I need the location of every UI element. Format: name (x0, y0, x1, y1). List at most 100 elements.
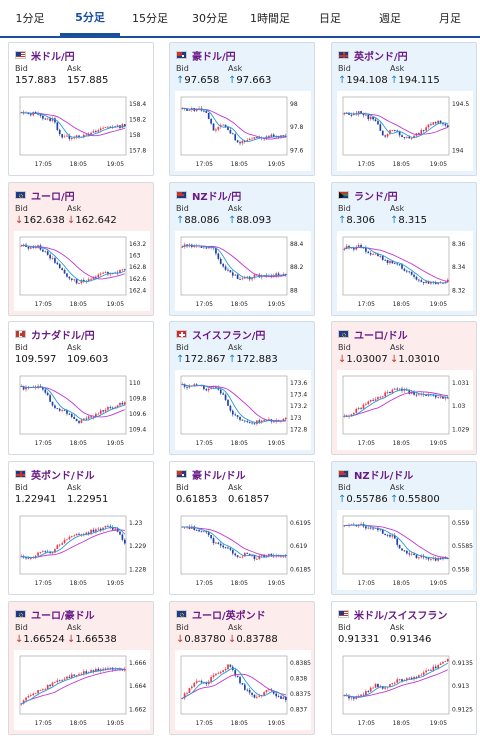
candle (34, 247, 37, 249)
candle (374, 683, 377, 688)
rate-card[interactable]: 英ポンド/円 Bid Ask ↑194.108 ↑194.115 194.5 194 17:0… (331, 42, 477, 176)
candle (27, 112, 30, 115)
pair-title[interactable]: ランド/円 (354, 191, 398, 203)
tab-1[interactable]: 5分足 (60, 0, 120, 36)
candle (350, 414, 353, 416)
rate-card[interactable]: NZドル/円 Bid Ask ↑88.086 ↑88.093 88.4 88.2 88 17:0… (169, 182, 315, 316)
candle (99, 128, 102, 131)
candle (186, 692, 188, 694)
ask-value: 0.61857 (228, 494, 270, 505)
candle (420, 280, 423, 282)
candle (70, 674, 73, 678)
bid-value: ↑97.658 (176, 75, 220, 86)
candle (85, 134, 88, 136)
trend-arrow-icon: ↓ (338, 354, 347, 365)
pair-title[interactable]: ユーロ/ドル (354, 330, 408, 342)
pair-title[interactable]: ユーロ/英ポンド (192, 610, 266, 622)
pair-title[interactable]: 英ポンド/ドル (31, 470, 95, 482)
y-tick-label: 0.913 (452, 683, 469, 690)
candle (78, 135, 80, 137)
ask-label: Ask (228, 483, 243, 492)
pair-title[interactable]: ユーロ/豪ドル (31, 610, 95, 622)
rate-card[interactable]: ランド/円 Bid Ask ↑8.306 ↑8.315 8.36 8.34 8.32 17:05… (331, 182, 477, 316)
candle (369, 253, 372, 255)
rate-card[interactable]: 豪ドル/円 Bid Ask ↑97.658 ↑97.663 98 97.8 97.6 17:05… (169, 42, 315, 176)
rate-card[interactable]: スイスフラン/円 Bid Ask ↑172.867 ↑172.883 173.6 173.4… (169, 321, 315, 455)
tab-3[interactable]: 30分足 (192, 12, 228, 25)
pair-title[interactable]: NZドル/ドル (354, 470, 414, 482)
ask-label: Ask (67, 483, 82, 492)
candlestick-chart: 1.23 1.229 1.228 17:05 18:05 19:05 (19, 515, 146, 587)
candle (92, 416, 95, 418)
candle (97, 274, 100, 278)
pair-title[interactable]: 英ポンド/円 (354, 51, 408, 63)
candle (90, 132, 92, 136)
pair-title[interactable]: カナダドル/円 (31, 330, 95, 342)
moving-average-short (182, 245, 286, 279)
ask-value: 0.91346 (390, 634, 432, 645)
trend-arrow-icon: ↑ (338, 494, 347, 505)
pair-title[interactable]: ユーロ/円 (31, 191, 75, 203)
candle (430, 124, 432, 126)
tab-0[interactable]: 1分足 (15, 12, 45, 25)
candle (97, 413, 100, 415)
candle (360, 245, 362, 248)
pair-title[interactable]: NZドル/円 (192, 191, 242, 203)
candle (444, 661, 447, 663)
candle (210, 677, 212, 682)
pair-title[interactable]: 豪ドル/円 (192, 51, 236, 63)
candle (90, 670, 92, 673)
rate-card[interactable]: 米ドル/円 Bid Ask 157.883 157.885 158.4 158.2 158 15… (8, 42, 154, 176)
tab-4[interactable]: 1時間足 (250, 12, 290, 25)
y-tick-label: 1.666 (129, 660, 146, 667)
rate-card[interactable]: NZドル/ドル Bid Ask ↑0.55786 ↑0.55800 0.559 0.5585… (331, 461, 477, 595)
pair-title[interactable]: スイスフラン/円 (192, 330, 266, 342)
y-tick-label: 173.4 (290, 392, 307, 399)
candle (114, 528, 117, 530)
candle (203, 110, 205, 112)
flag-icon (338, 51, 349, 59)
candle (107, 272, 109, 275)
pair-title[interactable]: 豪ドル/ドル (192, 470, 246, 482)
rate-card[interactable]: ユーロ/英ポンド Bid Ask ↓0.83780 ↓0.83788 0.8385 0.83… (169, 601, 315, 735)
candle (42, 551, 44, 553)
rate-card[interactable]: 豪ドル/ドル Bid Ask 0.61853 0.61857 0.6195 0.619 0.6… (169, 461, 315, 595)
candle (442, 396, 444, 399)
candle (75, 135, 78, 138)
candle (207, 532, 210, 536)
rate-card[interactable]: ユーロ/豪ドル Bid Ask ↓1.66524 ↓1.66538 1.666 1.664 1… (8, 601, 154, 735)
rate-card[interactable]: 英ポンド/ドル Bid Ask 1.22941 1.22951 1.23 1.229 1.22… (8, 461, 154, 595)
card-header: ユーロ/英ポンド (176, 607, 266, 622)
rate-card[interactable]: ユーロ/ドル Bid Ask ↓1.03007 ↓1.03010 1.031 1.03 1.0… (331, 321, 477, 455)
pair-title[interactable]: 米ドル/スイスフラン (354, 610, 448, 622)
candle (29, 114, 32, 116)
candle (357, 245, 360, 247)
tab-2[interactable]: 15分足 (132, 12, 168, 25)
candle (205, 247, 208, 249)
card-header: 豪ドル/ドル (176, 467, 246, 482)
tab-6[interactable]: 週足 (379, 12, 401, 25)
candle (415, 676, 418, 678)
rate-card[interactable]: 米ドル/スイスフラン Bid Ask 0.91331 0.91346 0.9135 0.91… (331, 601, 477, 735)
trend-arrow-icon: ↓ (176, 634, 185, 645)
candle (56, 262, 59, 265)
candle (410, 677, 413, 680)
candle (217, 126, 220, 130)
trend-arrow-icon: ↓ (67, 215, 76, 226)
tab-5[interactable]: 日足 (319, 12, 341, 25)
candle (277, 273, 280, 277)
rate-card[interactable]: カナダドル/円 Bid Ask 109.597 109.603 110 109.8 109.6… (8, 321, 154, 455)
candle (227, 399, 229, 406)
candle (39, 114, 42, 116)
candle (413, 553, 415, 555)
candle (80, 673, 83, 675)
rate-card[interactable]: ユーロ/円 Bid Ask ↓162.638 ↓162.642 163.2 163 162.8… (8, 182, 154, 316)
candle (44, 389, 47, 393)
x-tick-label: 17:05 (35, 440, 52, 447)
candle (102, 272, 104, 274)
tab-7[interactable]: 月足 (439, 12, 461, 25)
candle (401, 264, 403, 269)
x-tick-label: 18:05 (393, 440, 410, 447)
mini-chart: 8.36 8.34 8.32 17:05 18:05 19:05 (337, 231, 473, 311)
pair-title[interactable]: 米ドル/円 (31, 51, 75, 63)
